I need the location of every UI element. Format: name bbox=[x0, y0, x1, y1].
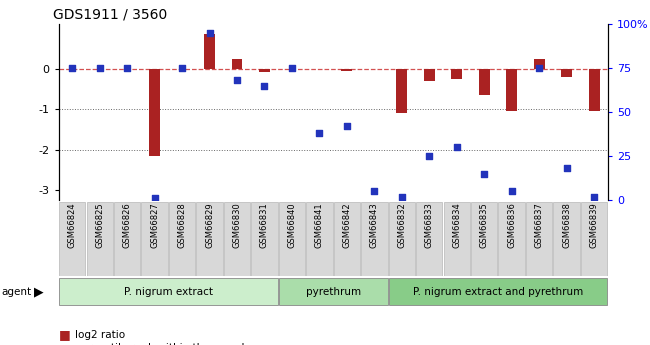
Text: GSM66842: GSM66842 bbox=[343, 203, 352, 248]
Text: agent: agent bbox=[1, 287, 31, 296]
Text: GSM66838: GSM66838 bbox=[562, 203, 571, 248]
Bar bbox=[259, 69, 270, 72]
Point bbox=[259, 83, 270, 88]
Bar bbox=[204, 34, 215, 69]
Point bbox=[396, 194, 407, 199]
Text: GDS1911 / 3560: GDS1911 / 3560 bbox=[53, 8, 167, 22]
Text: GSM66825: GSM66825 bbox=[95, 203, 104, 248]
FancyBboxPatch shape bbox=[142, 201, 168, 276]
Point bbox=[506, 188, 517, 194]
FancyBboxPatch shape bbox=[443, 201, 470, 276]
Text: GSM66831: GSM66831 bbox=[260, 203, 269, 248]
Point bbox=[369, 188, 380, 194]
Point bbox=[287, 66, 297, 71]
FancyBboxPatch shape bbox=[361, 201, 387, 276]
FancyBboxPatch shape bbox=[389, 201, 415, 276]
Text: P. nigrum extract: P. nigrum extract bbox=[124, 287, 213, 297]
Text: GSM66826: GSM66826 bbox=[123, 203, 132, 248]
Point bbox=[94, 66, 105, 71]
FancyBboxPatch shape bbox=[59, 201, 85, 276]
Point bbox=[589, 194, 599, 199]
Point bbox=[342, 124, 352, 129]
FancyBboxPatch shape bbox=[169, 201, 195, 276]
Point bbox=[424, 153, 434, 159]
Bar bbox=[588, 69, 599, 111]
Point bbox=[177, 66, 187, 71]
Text: ■: ■ bbox=[58, 328, 70, 341]
Text: GSM66829: GSM66829 bbox=[205, 203, 214, 248]
Bar bbox=[561, 69, 572, 77]
Text: GSM66830: GSM66830 bbox=[233, 203, 242, 248]
FancyBboxPatch shape bbox=[306, 201, 333, 276]
Text: GSM66835: GSM66835 bbox=[480, 203, 489, 248]
FancyBboxPatch shape bbox=[581, 201, 607, 276]
Point bbox=[232, 78, 242, 83]
Point bbox=[314, 130, 324, 136]
Text: percentile rank within the sample: percentile rank within the sample bbox=[75, 344, 251, 345]
Point bbox=[562, 166, 572, 171]
Text: GSM66839: GSM66839 bbox=[590, 203, 599, 248]
Text: P. nigrum extract and pyrethrum: P. nigrum extract and pyrethrum bbox=[413, 287, 583, 297]
FancyBboxPatch shape bbox=[196, 201, 223, 276]
Bar bbox=[451, 69, 462, 79]
FancyBboxPatch shape bbox=[471, 201, 497, 276]
Text: log2 ratio: log2 ratio bbox=[75, 330, 125, 339]
Text: ▶: ▶ bbox=[34, 285, 44, 298]
Point bbox=[150, 196, 160, 201]
Text: GSM66833: GSM66833 bbox=[424, 203, 434, 248]
Bar bbox=[341, 69, 352, 71]
FancyBboxPatch shape bbox=[499, 201, 525, 276]
Text: GSM66832: GSM66832 bbox=[397, 203, 406, 248]
Point bbox=[452, 145, 462, 150]
Text: GSM66841: GSM66841 bbox=[315, 203, 324, 248]
FancyBboxPatch shape bbox=[252, 201, 278, 276]
Text: ■: ■ bbox=[58, 342, 70, 345]
Text: GSM66840: GSM66840 bbox=[287, 203, 296, 248]
FancyBboxPatch shape bbox=[279, 278, 387, 306]
Text: GSM66834: GSM66834 bbox=[452, 203, 462, 248]
FancyBboxPatch shape bbox=[389, 278, 607, 306]
FancyBboxPatch shape bbox=[333, 201, 360, 276]
Text: GSM66824: GSM66824 bbox=[68, 203, 77, 248]
FancyBboxPatch shape bbox=[86, 201, 113, 276]
Bar bbox=[506, 69, 517, 111]
Text: GSM66828: GSM66828 bbox=[177, 203, 187, 248]
FancyBboxPatch shape bbox=[224, 201, 250, 276]
FancyBboxPatch shape bbox=[59, 278, 278, 306]
Bar bbox=[534, 59, 545, 69]
Bar bbox=[478, 69, 489, 95]
FancyBboxPatch shape bbox=[526, 201, 552, 276]
FancyBboxPatch shape bbox=[416, 201, 443, 276]
Bar bbox=[149, 69, 160, 156]
Point bbox=[122, 66, 133, 71]
Text: GSM66836: GSM66836 bbox=[507, 203, 516, 248]
Bar bbox=[396, 69, 408, 113]
Point bbox=[534, 66, 544, 71]
Point bbox=[479, 171, 489, 176]
Text: GSM66837: GSM66837 bbox=[534, 203, 543, 248]
Point bbox=[204, 30, 214, 36]
FancyBboxPatch shape bbox=[114, 201, 140, 276]
FancyBboxPatch shape bbox=[553, 201, 580, 276]
Bar bbox=[231, 59, 242, 69]
Point bbox=[67, 66, 77, 71]
Text: GSM66843: GSM66843 bbox=[370, 203, 379, 248]
FancyBboxPatch shape bbox=[279, 201, 305, 276]
Text: GSM66827: GSM66827 bbox=[150, 203, 159, 248]
Text: pyrethrum: pyrethrum bbox=[306, 287, 361, 297]
Bar bbox=[424, 69, 435, 81]
